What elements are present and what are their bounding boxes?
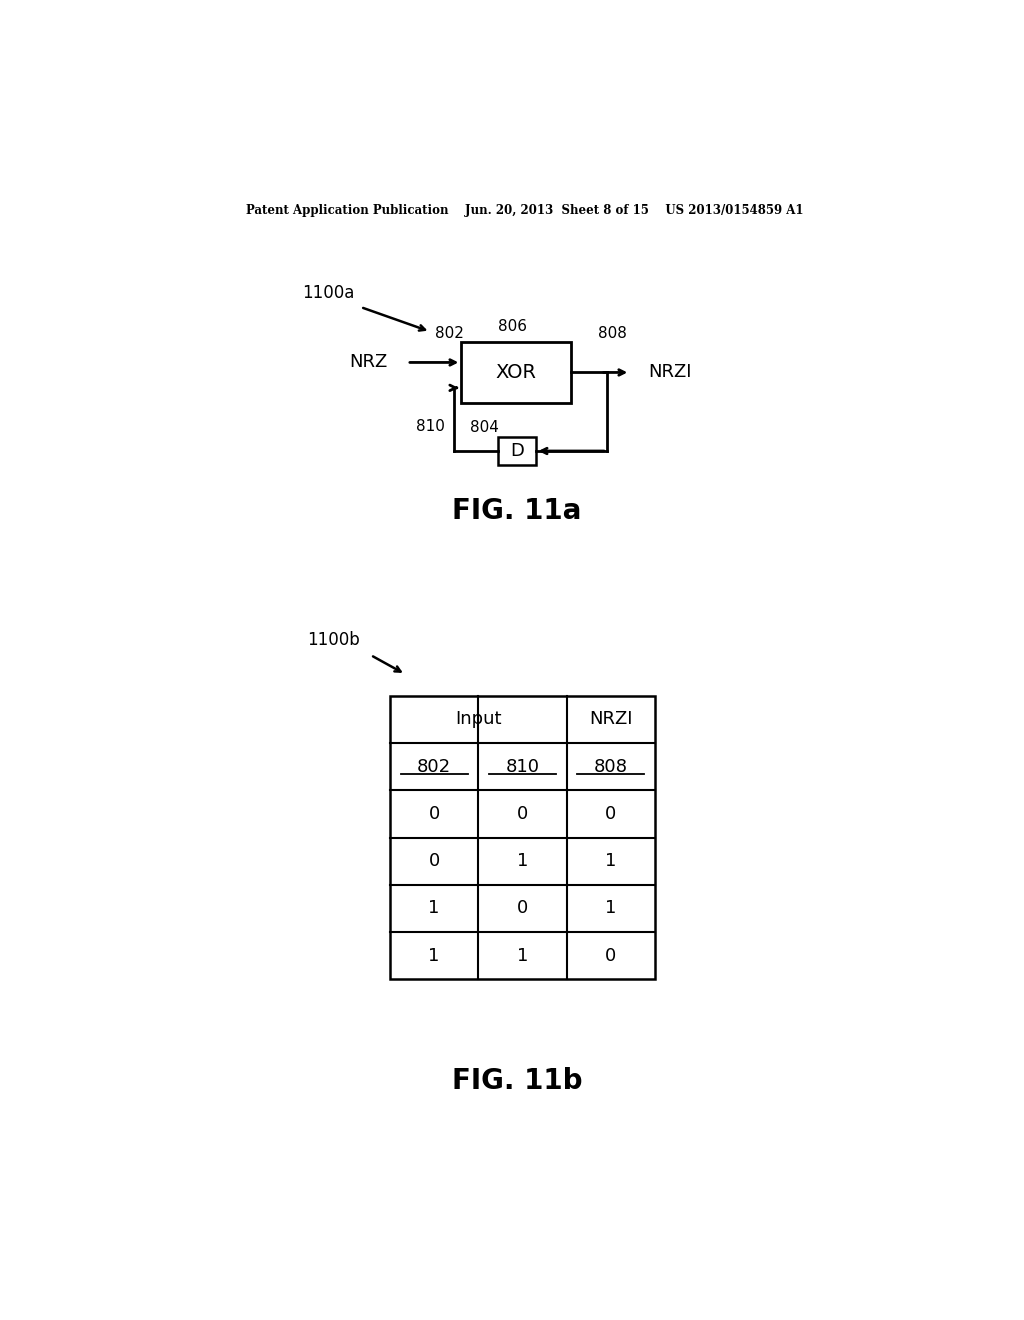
Text: 1: 1	[605, 853, 616, 870]
Text: D: D	[510, 442, 524, 459]
Text: 804: 804	[470, 420, 499, 436]
Text: NRZI: NRZI	[649, 363, 692, 381]
Text: 1100a: 1100a	[302, 284, 354, 302]
Text: 810: 810	[506, 758, 540, 776]
Text: 1: 1	[428, 946, 440, 965]
Text: 1: 1	[517, 853, 528, 870]
Text: XOR: XOR	[496, 363, 537, 381]
Text: 1: 1	[428, 899, 440, 917]
Text: 1: 1	[517, 946, 528, 965]
Text: NRZI: NRZI	[589, 710, 633, 729]
Text: Patent Application Publication    Jun. 20, 2013  Sheet 8 of 15    US 2013/015485: Patent Application Publication Jun. 20, …	[246, 205, 804, 218]
Text: 1: 1	[605, 899, 616, 917]
Text: 802: 802	[435, 326, 464, 342]
Text: 802: 802	[417, 758, 452, 776]
Text: 808: 808	[594, 758, 628, 776]
Text: 0: 0	[517, 899, 528, 917]
Text: NRZ: NRZ	[349, 354, 387, 371]
Text: 0: 0	[605, 805, 616, 822]
Text: FIG. 11a: FIG. 11a	[453, 498, 582, 525]
Text: Input: Input	[455, 710, 502, 729]
Text: 0: 0	[428, 853, 439, 870]
Text: 0: 0	[517, 805, 528, 822]
Bar	[461, 342, 571, 404]
Bar	[499, 437, 536, 465]
Text: 1100b: 1100b	[307, 631, 359, 648]
Text: 810: 810	[416, 418, 444, 434]
Text: 0: 0	[428, 805, 439, 822]
Bar	[390, 696, 655, 979]
Text: 808: 808	[598, 326, 627, 342]
Text: FIG. 11b: FIG. 11b	[452, 1067, 583, 1094]
Text: 806: 806	[498, 318, 527, 334]
Text: 0: 0	[605, 946, 616, 965]
